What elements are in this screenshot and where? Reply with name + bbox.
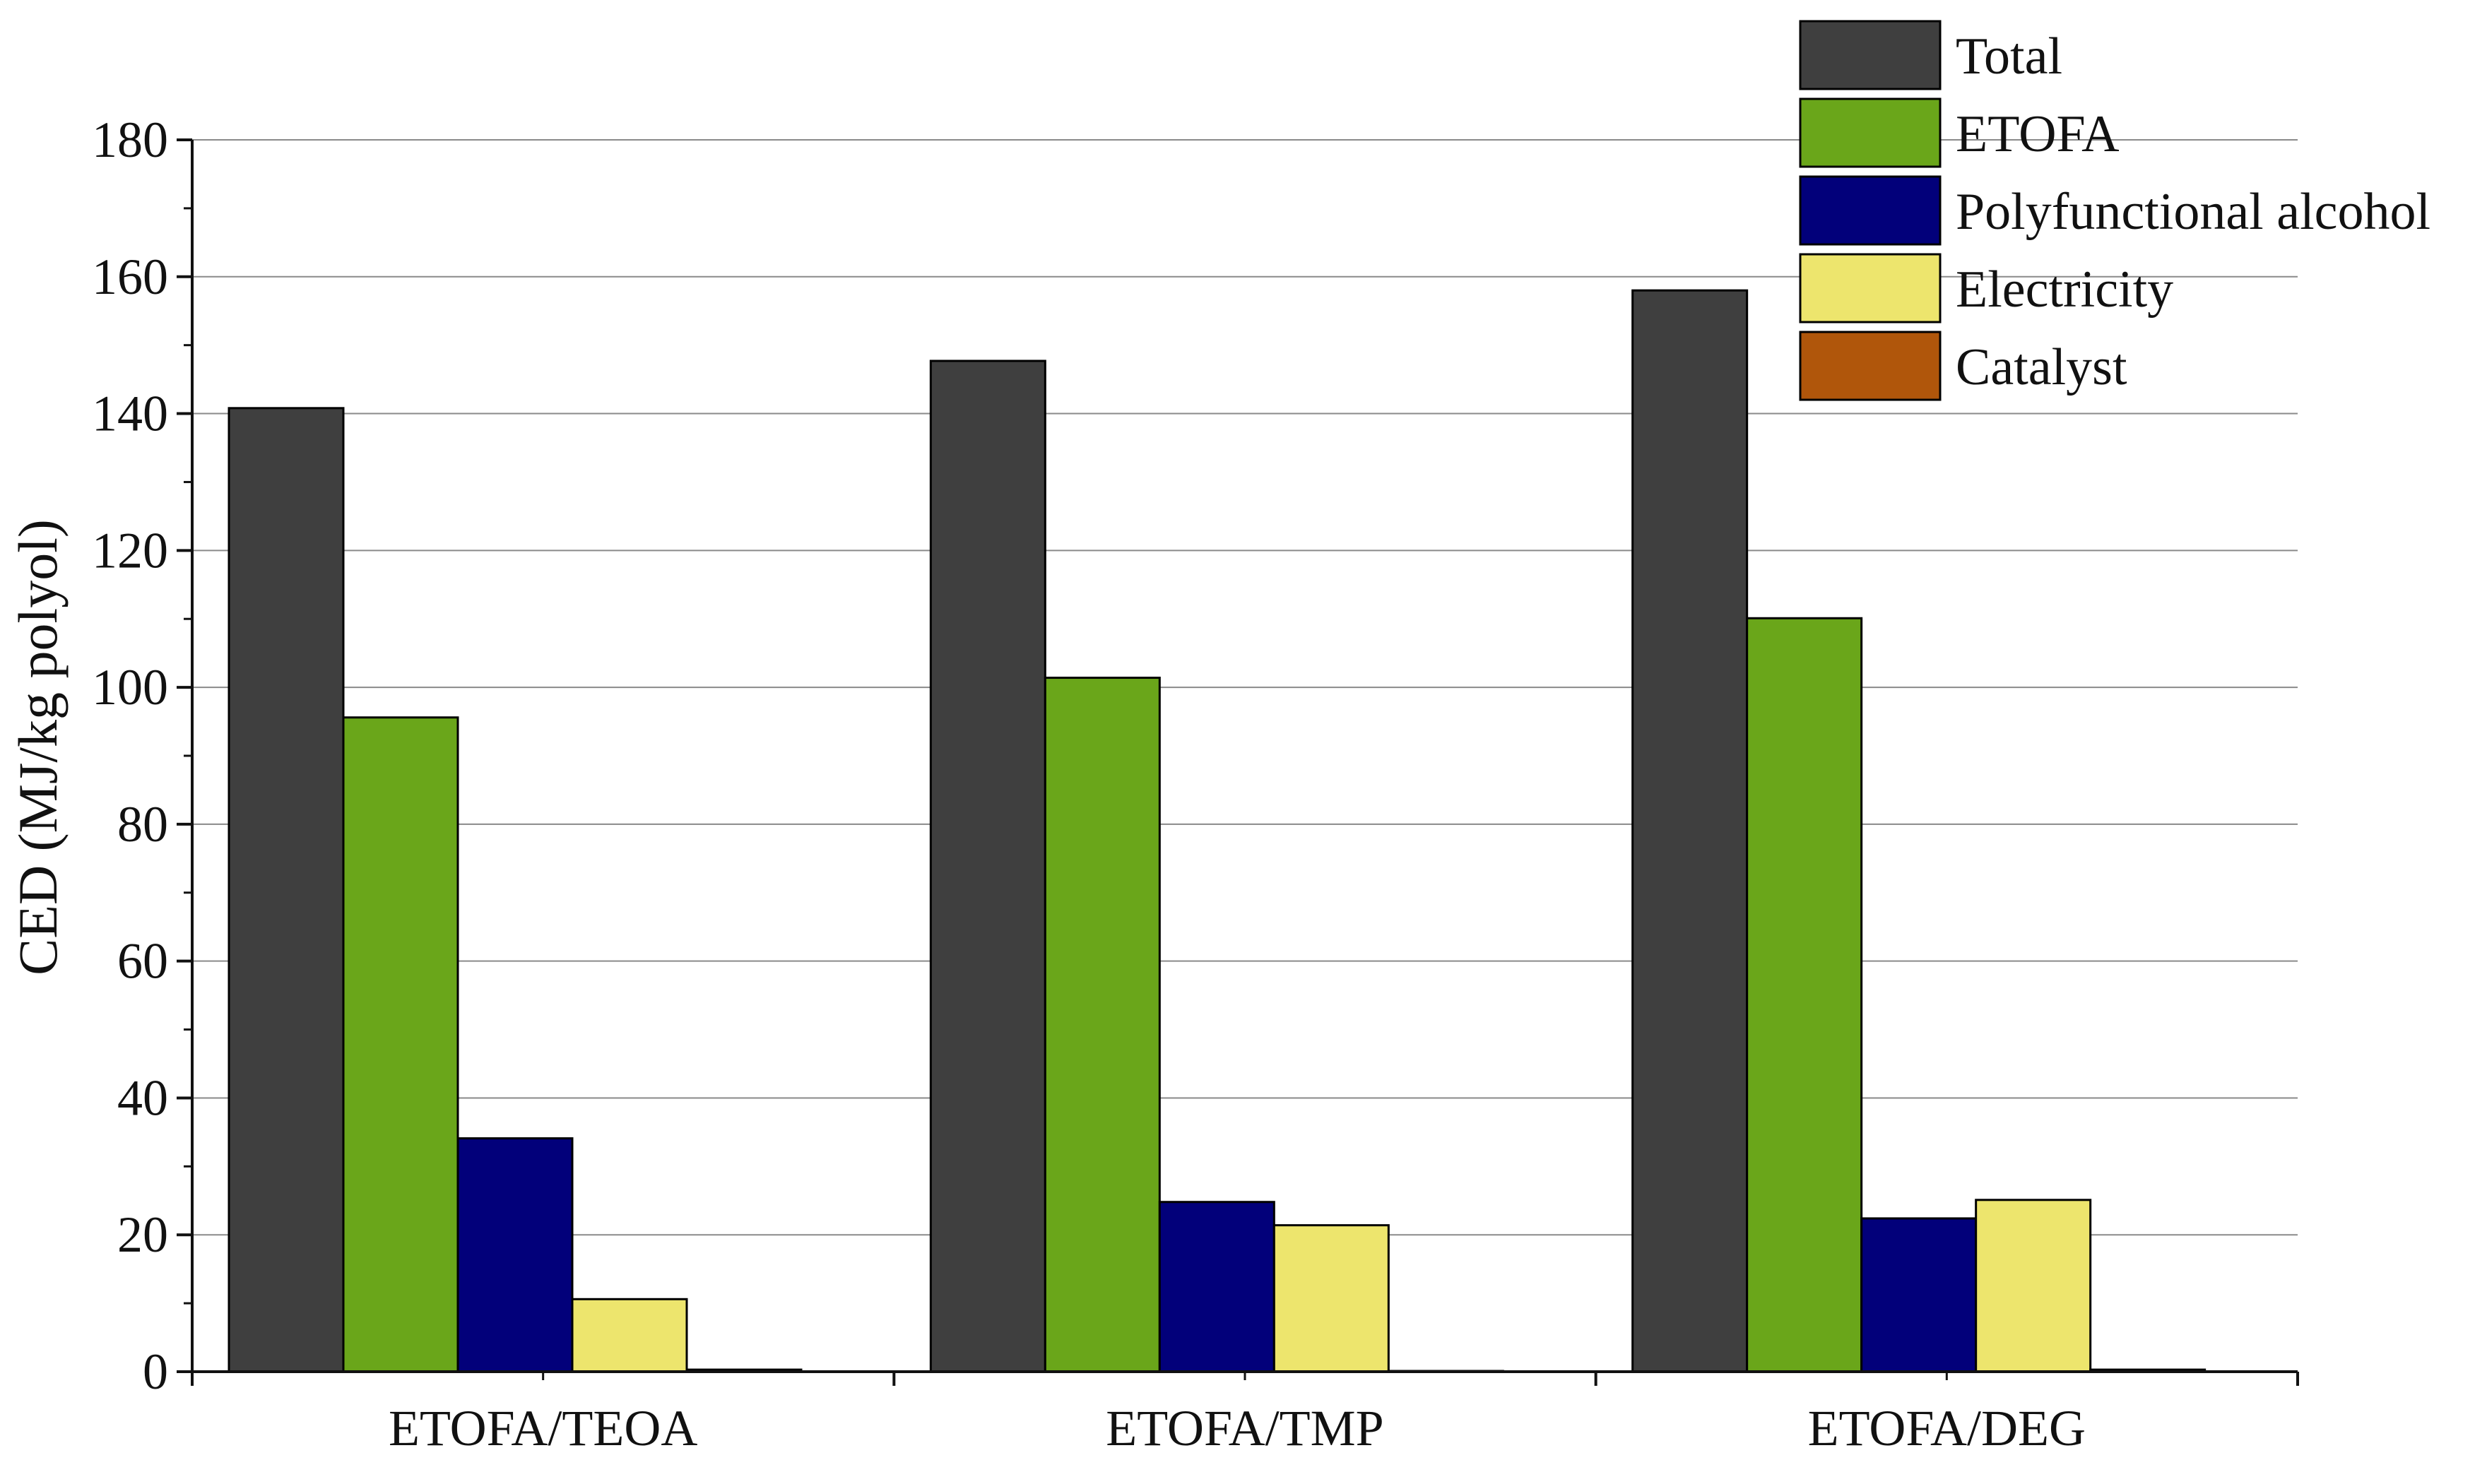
bar-electricity-etofa-deg bbox=[1975, 1199, 2092, 1373]
legend-label: Catalyst bbox=[1956, 338, 2127, 396]
bar-polyfunctional-alcohol-etofa-teoa bbox=[456, 1137, 574, 1373]
x-category-label: ETOFA/DEG bbox=[1808, 1400, 2086, 1456]
legend-swatch-etofa bbox=[1799, 97, 1942, 168]
legend-label: Electricity bbox=[1956, 261, 2173, 319]
y-tick-label: 140 bbox=[92, 386, 168, 442]
bar-etofa-etofa-tmp bbox=[1044, 677, 1161, 1373]
y-tick-label: 100 bbox=[92, 659, 168, 716]
legend-swatch-electricity bbox=[1799, 253, 1942, 323]
x-category-label: ETOFA/TEOA bbox=[389, 1400, 697, 1456]
legend-swatch-catalyst bbox=[1799, 331, 1942, 401]
y-tick-label: 80 bbox=[117, 796, 168, 853]
x-category-label: ETOFA/TMP bbox=[1106, 1400, 1383, 1456]
legend: Total ETOFA Polyfunctional alcohol Electric… bbox=[1799, 20, 2430, 401]
bar-total-etofa-deg bbox=[1631, 289, 1749, 1373]
bar-etofa-etofa-teoa bbox=[342, 716, 459, 1373]
y-tick-label: 40 bbox=[117, 1069, 168, 1126]
ticks: 0 20 40 60 80 100 120 140 160 180 ETOFA/TEOA ETOFA/… bbox=[92, 112, 2299, 1456]
legend-label: ETOFA bbox=[1956, 105, 2120, 163]
y-tick-label: 160 bbox=[92, 249, 168, 305]
y-tick-label: 120 bbox=[92, 522, 168, 578]
bar-polyfunctional-alcohol-etofa-deg bbox=[1860, 1217, 1978, 1373]
bar-total-etofa-teoa bbox=[228, 407, 345, 1373]
y-tick-label: 0 bbox=[143, 1343, 168, 1400]
y-tick-label: 60 bbox=[117, 933, 168, 990]
y-tick-label: 20 bbox=[117, 1206, 168, 1263]
legend-swatch-polyfunctional-alcohol bbox=[1799, 175, 1942, 246]
y-tick-label: 180 bbox=[92, 112, 168, 168]
y-axis-title: CED (MJ/kg polyol) bbox=[7, 519, 69, 975]
bars bbox=[228, 289, 2207, 1373]
legend-label: Polyfunctional alcohol bbox=[1956, 183, 2430, 241]
gridlines bbox=[192, 139, 2298, 1236]
bar-polyfunctional-alcohol-etofa-tmp bbox=[1158, 1201, 1275, 1373]
legend-label: Total bbox=[1956, 28, 2062, 85]
bar-total-etofa-tmp bbox=[929, 360, 1046, 1373]
bar-electricity-etofa-tmp bbox=[1272, 1224, 1390, 1373]
bar-electricity-etofa-teoa bbox=[571, 1298, 688, 1373]
legend-swatch-total bbox=[1799, 20, 1942, 90]
bar-etofa-etofa-deg bbox=[1746, 617, 1863, 1373]
